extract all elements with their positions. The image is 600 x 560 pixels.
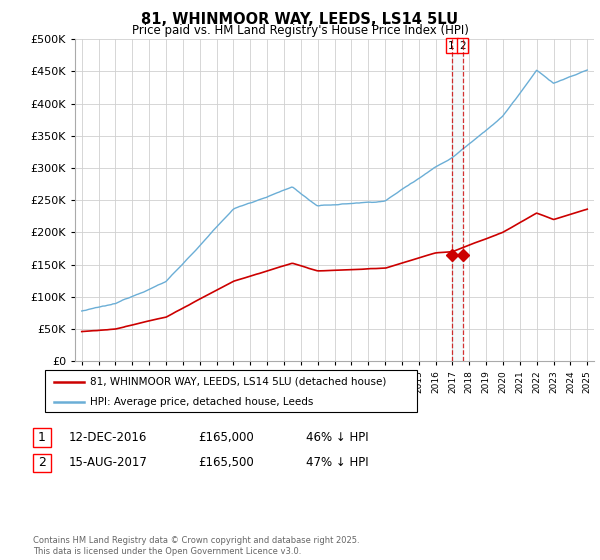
Text: 47% ↓ HPI: 47% ↓ HPI [306, 456, 368, 469]
Text: 12-DEC-2016: 12-DEC-2016 [69, 431, 148, 444]
Text: 2: 2 [38, 456, 46, 469]
Text: Contains HM Land Registry data © Crown copyright and database right 2025.
This d: Contains HM Land Registry data © Crown c… [33, 536, 359, 556]
Text: 1: 1 [38, 431, 46, 444]
Text: 15-AUG-2017: 15-AUG-2017 [69, 456, 148, 469]
Text: £165,000: £165,000 [198, 431, 254, 444]
Text: 81, WHINMOOR WAY, LEEDS, LS14 5LU: 81, WHINMOOR WAY, LEEDS, LS14 5LU [142, 12, 458, 27]
Text: HPI: Average price, detached house, Leeds: HPI: Average price, detached house, Leed… [90, 396, 313, 407]
Text: £165,500: £165,500 [198, 456, 254, 469]
Bar [452, 39, 463, 361]
Text: Price paid vs. HM Land Registry's House Price Index (HPI): Price paid vs. HM Land Registry's House … [131, 24, 469, 37]
Text: 2: 2 [459, 41, 466, 50]
Text: 1: 1 [448, 41, 455, 50]
Text: 81, WHINMOOR WAY, LEEDS, LS14 5LU (detached house): 81, WHINMOOR WAY, LEEDS, LS14 5LU (detac… [90, 377, 386, 387]
Text: 46% ↓ HPI: 46% ↓ HPI [306, 431, 368, 444]
